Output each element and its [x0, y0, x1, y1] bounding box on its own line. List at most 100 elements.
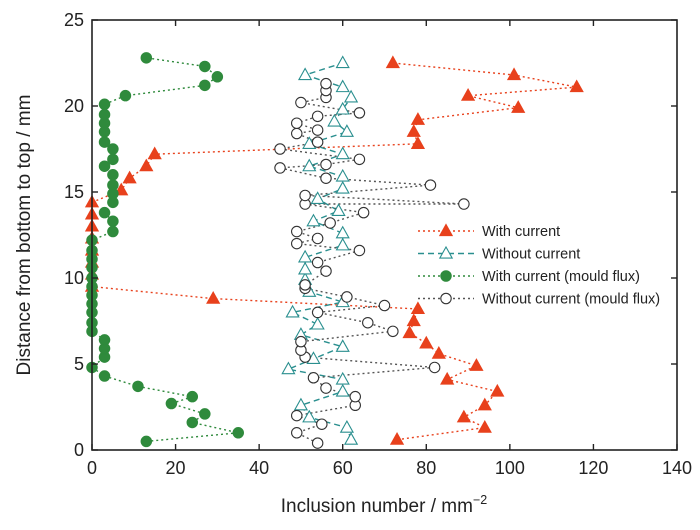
with-current-mould-flux-point — [107, 153, 119, 166]
legend-label-without-current: Without current — [482, 247, 580, 263]
with-current-mould-flux-line — [90, 57, 239, 443]
without-current-mould-flux-point — [428, 361, 441, 374]
with-current-mould-flux-point — [211, 71, 224, 83]
with-current-point — [406, 124, 421, 137]
with-current-point — [431, 346, 446, 359]
without-current-mould-flux-point — [290, 409, 303, 422]
without-current-mould-flux-point — [307, 372, 320, 384]
y-axis-title: Distance from bottom to top / mm — [14, 95, 35, 376]
with-current-point — [477, 420, 492, 433]
with-current-point — [569, 79, 584, 93]
with-current-mould-flux-point — [165, 397, 178, 410]
with-current-mould-flux-point — [186, 390, 199, 403]
without-current-mould-flux-point — [295, 96, 307, 109]
without-current-mould-flux-point — [290, 117, 303, 129]
without-current-mould-flux-points — [274, 77, 470, 449]
without-current-point — [310, 191, 325, 204]
with-current-point — [385, 55, 400, 69]
with-current-mould-flux-point — [140, 435, 153, 448]
with-current-mould-flux-point — [98, 334, 111, 346]
x-tick-label: 120 — [578, 458, 608, 478]
with-current-mould-flux-point — [107, 215, 119, 227]
with-current-mould-flux-point — [107, 143, 119, 155]
without-current-mould-flux-point — [424, 179, 437, 191]
without-current-mould-flux-point — [295, 335, 307, 348]
series-points — [84, 52, 584, 449]
without-current-point — [297, 249, 313, 263]
without-current-mould-flux-point — [324, 217, 336, 229]
with-current-point — [506, 67, 522, 81]
with-current-point — [490, 383, 505, 397]
without-current-point — [335, 146, 350, 160]
x-axis: 0 20 40 60 80 100 120 140 — [87, 20, 692, 478]
without-current-mould-flux-point — [353, 107, 366, 119]
with-current-point — [147, 146, 162, 160]
without-current-point — [335, 180, 350, 194]
without-current-point — [331, 203, 346, 217]
with-current-point — [402, 325, 417, 339]
without-current-mould-flux-point — [290, 225, 303, 238]
legend-swatch-marker-with-current — [438, 223, 454, 237]
without-current-mould-flux-point — [387, 325, 399, 338]
without-current-mould-flux-point — [320, 172, 332, 184]
legend-swatch-marker-without-current-mould-flux — [440, 292, 452, 305]
with-current-point — [410, 136, 426, 149]
without-current-mould-flux-point — [353, 244, 366, 257]
y-tick-label: 15 — [64, 182, 84, 202]
without-current-mould-flux-point — [274, 162, 286, 174]
without-current-mould-flux-point — [311, 136, 324, 148]
without-current-mould-flux-point — [274, 143, 286, 155]
with-current-point — [440, 371, 455, 385]
without-current-point — [306, 213, 321, 227]
without-current-mould-flux-point — [320, 158, 332, 171]
without-current-mould-flux-point — [316, 418, 328, 430]
legend-label-with-current-mould-flux: With current (mould flux) — [482, 269, 640, 285]
y-tick-label: 10 — [64, 268, 84, 288]
without-current-point — [285, 304, 300, 318]
without-current-mould-flux-line — [279, 83, 464, 444]
without-current-point — [335, 237, 350, 251]
without-current-mould-flux-point — [290, 127, 303, 140]
y-axis: 0 5 10 15 20 25 — [64, 10, 677, 460]
without-current-mould-flux-point — [320, 382, 332, 394]
without-current-point — [335, 371, 350, 385]
without-current-mould-flux-point — [320, 77, 332, 90]
x-tick-label: 60 — [333, 458, 353, 478]
with-current-point — [456, 409, 472, 423]
with-current-mould-flux-point — [232, 427, 245, 439]
y-tick-label: 0 — [74, 440, 84, 460]
x-tick-label: 140 — [662, 458, 692, 478]
without-current-point — [335, 225, 350, 239]
with-current-mould-flux-point — [98, 108, 111, 121]
without-current-mould-flux-point — [353, 153, 366, 166]
without-current-mould-flux-point — [357, 206, 370, 219]
without-current-mould-flux-point — [290, 237, 303, 250]
x-axis-title-superscript: −2 — [473, 493, 487, 507]
with-current-mould-flux-point — [199, 408, 211, 420]
with-current-mould-flux-point — [132, 380, 144, 393]
with-current-mould-flux-points — [86, 52, 245, 448]
with-current-point — [389, 432, 405, 445]
y-tick-label: 20 — [64, 96, 84, 116]
without-current-mould-flux-point — [378, 299, 391, 312]
without-current-point — [335, 339, 350, 352]
legend: With current Without current With current … — [418, 223, 660, 308]
without-current-mould-flux-point — [311, 306, 324, 319]
x-tick-label: 0 — [87, 458, 97, 478]
legend-label-with-current: With current — [482, 224, 560, 240]
without-current-point — [343, 432, 359, 445]
with-current-mould-flux-point — [119, 89, 132, 102]
legend-swatch-marker-without-current — [438, 245, 454, 259]
with-current-mould-flux-point — [199, 79, 211, 92]
without-current-mould-flux-point — [311, 437, 324, 449]
x-tick-label: 100 — [495, 458, 525, 478]
with-current-mould-flux-point — [98, 136, 111, 148]
with-current-point — [469, 358, 484, 371]
y-tick-label: 5 — [74, 354, 84, 374]
without-current-point — [302, 158, 317, 172]
without-current-mould-flux-point — [311, 110, 324, 123]
with-current-mould-flux-point — [107, 169, 119, 181]
with-current-mould-flux-point — [107, 225, 119, 238]
with-current-point — [511, 100, 526, 113]
